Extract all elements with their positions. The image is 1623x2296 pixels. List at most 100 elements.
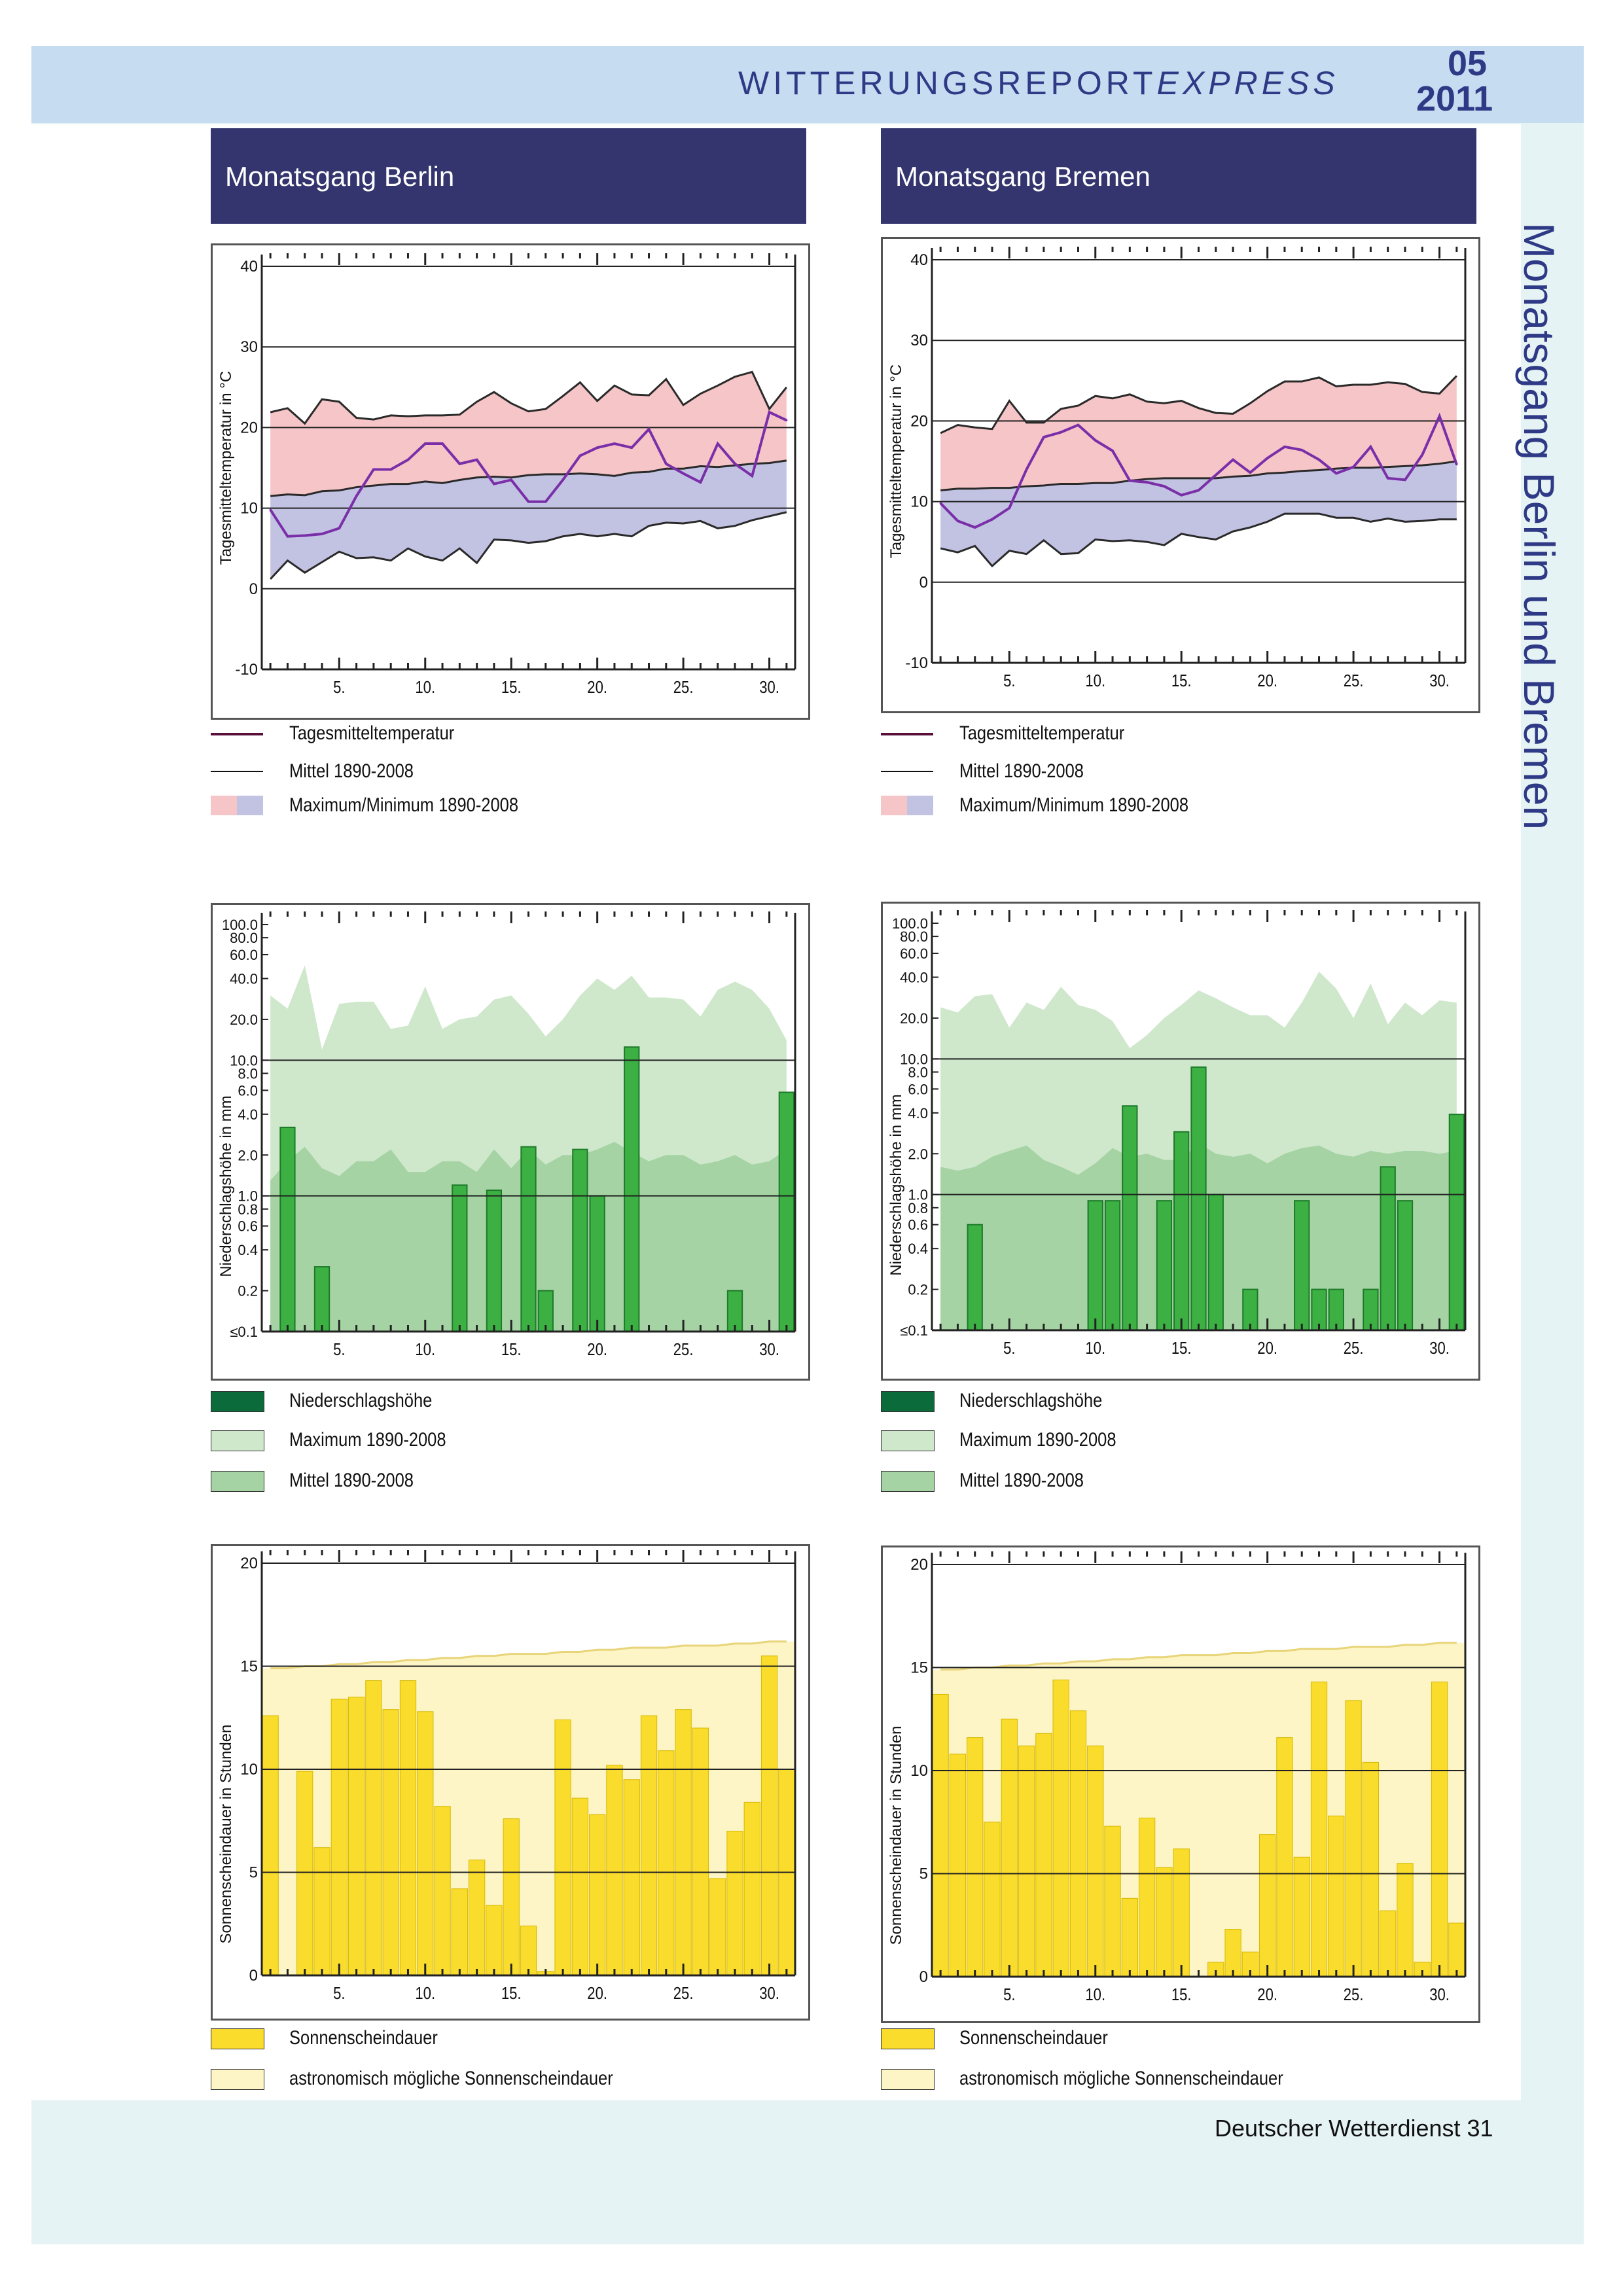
legend-label: Niederschlagshöhe — [289, 1390, 433, 1411]
temperature-point — [1404, 478, 1406, 481]
x-tick-label: 25. — [1344, 1985, 1364, 2004]
sunshine-bar — [417, 1711, 434, 1976]
legend-swatch — [881, 2028, 935, 2049]
sunshine-chart-bremen: 0 5 10 15 20 5. 10. 15. 20. 25. 30. Sonnenscheindau… — [881, 1545, 1480, 2023]
sunshine-bar — [520, 1925, 537, 1976]
x-tick-label: 30. — [1429, 1339, 1450, 1358]
x-tick-label: 5. — [1003, 1985, 1015, 2004]
legend-swatch — [211, 2028, 264, 2049]
temperature-point — [493, 483, 495, 486]
sunshine-bar — [949, 1754, 967, 1977]
y-tick-label: 0.6 — [238, 1218, 258, 1235]
sunshine-bar — [1276, 1737, 1293, 1977]
y-tick-label: ≤0.1 — [900, 1322, 928, 1339]
y-tick-label: 20 — [910, 1556, 928, 1574]
temperature-point — [734, 463, 736, 465]
sunshine-bar — [1310, 1682, 1328, 1977]
y-tick-label: 20 — [240, 419, 258, 436]
y-tick-label: 10 — [910, 1762, 928, 1780]
y-tick-label: 0.4 — [908, 1241, 928, 1257]
x-tick-label: 20. — [1257, 1985, 1277, 2004]
x-tick-label: 30. — [1429, 671, 1450, 690]
precipitation-bar — [486, 1190, 503, 1333]
precipitation-bar — [1173, 1131, 1190, 1331]
y-tick-label: 8.0 — [908, 1064, 928, 1080]
y-tick-label: 100.0 — [222, 917, 258, 933]
y-tick-label: 0 — [919, 574, 928, 592]
x-tick-label: 10. — [415, 1340, 435, 1359]
footer-publisher: Deutscher Wetterdienst 31 — [1215, 2115, 1493, 2142]
x-tick-label: 15. — [1171, 1985, 1192, 2004]
legend-label: Niederschlagshöhe — [959, 1390, 1103, 1411]
sunshine-bar — [709, 1878, 726, 1976]
temperature-point — [1335, 472, 1338, 474]
temperature-point — [991, 518, 993, 521]
y-tick-label: 0.8 — [908, 1200, 928, 1216]
temperature-point — [768, 411, 771, 414]
y-tick-label: 1.0 — [908, 1187, 928, 1203]
y-tick-label: 10 — [910, 493, 928, 511]
legend-label: Mittel 1890-2008 — [959, 1470, 1084, 1491]
temperature-point — [1026, 468, 1028, 470]
sunshine-bar — [451, 1888, 468, 1976]
y-tick-label: ≤0.1 — [230, 1324, 258, 1340]
panel-header-bremen: Monatsgang Bremen — [881, 128, 1476, 224]
x-tick-label: 5. — [333, 1340, 345, 1359]
legend-label: astronomisch mögliche Sonnenscheindauer — [959, 2068, 1283, 2089]
x-tick-label: 25. — [673, 678, 694, 697]
x-tick-label: 30. — [759, 1340, 779, 1359]
temperature-point — [355, 495, 358, 497]
legend-swatch — [881, 796, 933, 815]
temperature-point — [321, 533, 323, 535]
temperature-point — [974, 526, 976, 529]
legend-label: Maximum/Minimum 1890-2008 — [959, 794, 1189, 816]
y-tick-label: 0 — [919, 1968, 928, 1986]
issue-number: 05 — [1448, 44, 1488, 83]
y-tick-label: 40 — [910, 251, 928, 269]
minimum-line — [940, 512, 1457, 568]
legend-swatch — [211, 1471, 264, 1492]
sunshine-bar — [1431, 1682, 1448, 1977]
x-tick-label: 25. — [1344, 671, 1364, 690]
y-tick-label: 60.0 — [230, 947, 258, 963]
x-tick-label: 15. — [1171, 671, 1192, 690]
y-tick-label: 0.4 — [238, 1242, 258, 1258]
temperature-point — [785, 419, 788, 421]
x-tick-label: 25. — [673, 1340, 694, 1359]
sunshine-bar — [503, 1818, 520, 1976]
x-tick-label: 5. — [333, 678, 345, 697]
sunshine-bar — [1138, 1817, 1156, 1977]
x-tick-label: 10. — [415, 678, 435, 697]
x-tick-label: 15. — [501, 678, 522, 697]
x-tick-label: 30. — [759, 678, 779, 697]
report-title: WITTERUNGSREPORTEXPRESS — [738, 64, 1339, 102]
legend-swatch — [211, 771, 263, 772]
sunshine-bar — [1069, 1710, 1087, 1977]
temperature-point — [613, 442, 616, 445]
temperature-point — [1111, 450, 1114, 452]
legend-label: Mittel 1890-2008 — [289, 760, 414, 782]
possible-sunshine-line — [940, 1642, 1457, 1671]
sunshine-bar — [434, 1806, 451, 1976]
temperature-point — [1352, 466, 1355, 468]
sunshine-bar — [1035, 1733, 1052, 1977]
y-axis-label: Sonnenscheindauer in Stunden — [217, 1725, 235, 1944]
temperature-point — [338, 527, 340, 529]
temperature-point — [682, 472, 685, 475]
y-tick-label: 60.0 — [900, 945, 928, 962]
precipitation-bar — [1397, 1200, 1414, 1331]
y-tick-label: 0.2 — [908, 1282, 928, 1298]
precipitation-bar — [1190, 1066, 1207, 1331]
y-tick-label: 4.0 — [908, 1105, 928, 1122]
temperature-point — [1232, 459, 1234, 461]
x-tick-label: 20. — [587, 678, 607, 697]
y-tick-label: 10 — [240, 500, 258, 518]
temperature-point — [544, 501, 547, 503]
sunshine-bar — [1052, 1679, 1069, 1977]
sunshine-bar — [1001, 1718, 1018, 1977]
minimum-line — [270, 511, 787, 580]
sunshine-bar — [726, 1831, 743, 1976]
y-tick-label: 5 — [249, 1864, 258, 1882]
precipitation-bar — [967, 1224, 983, 1331]
y-tick-label: 10.0 — [900, 1051, 928, 1067]
